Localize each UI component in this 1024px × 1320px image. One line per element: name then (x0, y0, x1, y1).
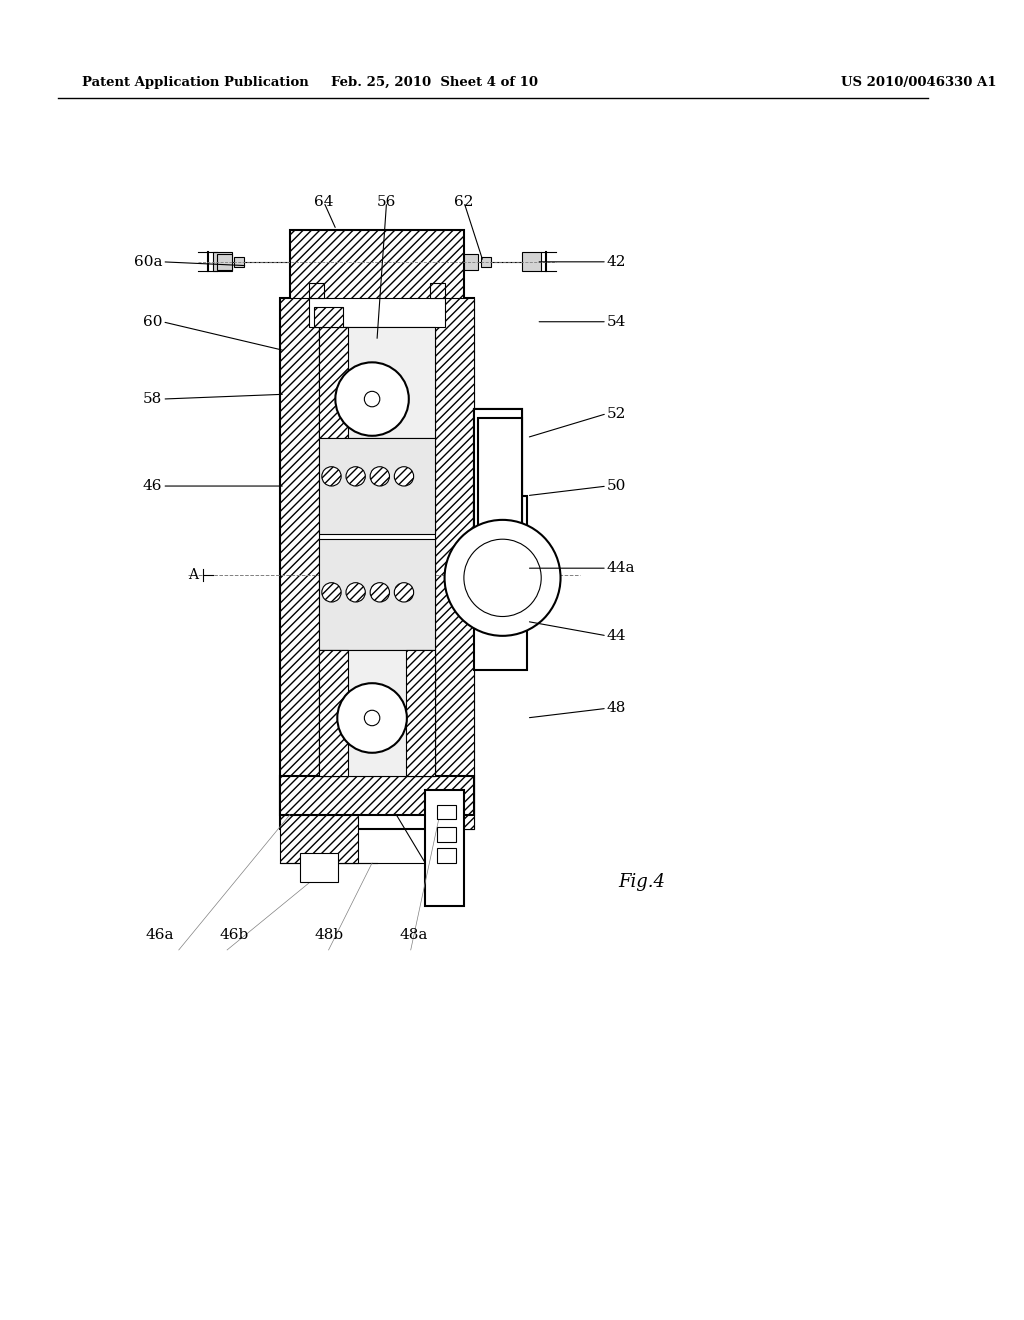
Text: Fig.4: Fig.4 (618, 874, 666, 891)
Bar (309, 297, 444, 326)
Bar (217, 253, 232, 269)
Text: 44a: 44a (607, 561, 636, 576)
Text: 46: 46 (143, 479, 163, 494)
Text: 52: 52 (607, 407, 627, 421)
Text: Feb. 25, 2010  Sheet 4 of 10: Feb. 25, 2010 Sheet 4 of 10 (332, 75, 539, 88)
Bar (309, 282, 324, 297)
Text: 60a: 60a (134, 255, 163, 269)
Bar (281, 814, 357, 863)
Bar (430, 282, 444, 297)
Circle shape (346, 582, 366, 602)
Text: 64: 64 (314, 195, 334, 209)
Text: A: A (188, 568, 198, 582)
Bar (233, 257, 244, 267)
Text: 56: 56 (377, 195, 396, 209)
Bar (314, 308, 343, 326)
Circle shape (346, 467, 366, 486)
Circle shape (370, 582, 389, 602)
Bar (437, 849, 456, 863)
Text: 46a: 46a (145, 928, 174, 942)
Text: 50: 50 (607, 479, 627, 494)
Circle shape (322, 582, 341, 602)
Bar (437, 805, 456, 820)
Bar (318, 326, 435, 438)
Text: 46b: 46b (219, 928, 249, 942)
Bar (437, 828, 456, 842)
Circle shape (370, 467, 389, 486)
Circle shape (444, 520, 560, 636)
Text: +: + (370, 389, 380, 403)
Bar (281, 297, 318, 829)
Bar (281, 297, 473, 829)
Text: 42: 42 (607, 255, 627, 269)
Circle shape (394, 467, 414, 486)
Text: A: A (522, 568, 531, 582)
Circle shape (337, 684, 407, 752)
Bar (481, 257, 490, 267)
Bar (318, 539, 435, 651)
Bar (281, 776, 473, 814)
Text: 48a: 48a (399, 928, 428, 942)
Text: US 2010/0046330 A1: US 2010/0046330 A1 (841, 75, 996, 88)
Bar (318, 326, 348, 438)
Bar (290, 230, 464, 308)
Circle shape (394, 582, 414, 602)
Bar (478, 418, 522, 535)
Text: Patent Application Publication: Patent Application Publication (82, 75, 309, 88)
Text: 54: 54 (607, 314, 627, 329)
Text: 62: 62 (454, 195, 474, 209)
Circle shape (464, 539, 542, 616)
Circle shape (365, 391, 380, 407)
Bar (464, 253, 478, 269)
Circle shape (365, 710, 380, 726)
Text: 60: 60 (143, 314, 163, 329)
Bar (473, 409, 522, 535)
Bar (318, 651, 348, 776)
Bar (473, 496, 526, 669)
Bar (406, 651, 435, 776)
Bar (318, 438, 435, 535)
Bar (318, 651, 435, 776)
Bar (213, 252, 232, 272)
Circle shape (335, 362, 409, 436)
Bar (300, 853, 338, 882)
Text: 48: 48 (607, 701, 627, 715)
Text: 58: 58 (143, 392, 163, 407)
Circle shape (322, 467, 341, 486)
Bar (425, 791, 464, 907)
Text: +: + (370, 709, 380, 722)
Text: 48b: 48b (314, 928, 343, 942)
Bar (435, 297, 473, 829)
Bar (473, 409, 522, 535)
Text: 44: 44 (607, 628, 627, 643)
Bar (522, 252, 542, 272)
